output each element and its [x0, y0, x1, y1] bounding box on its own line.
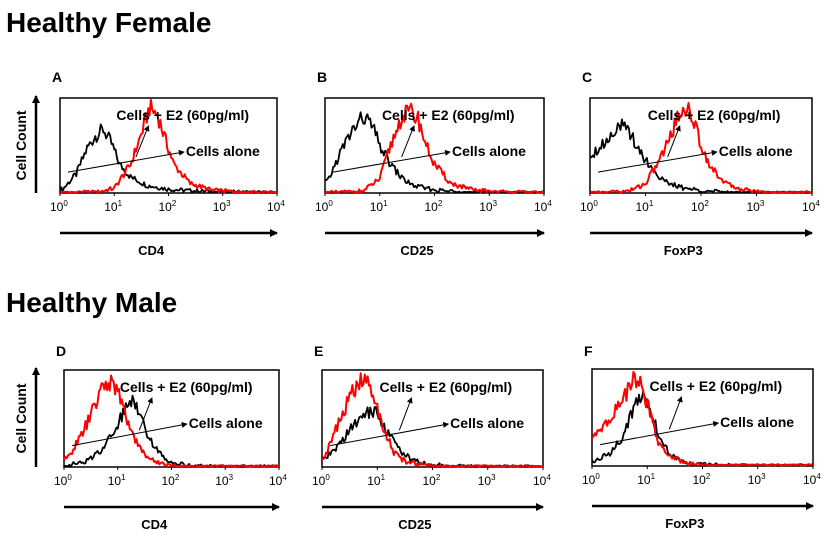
annotation-cells-alone: Cells alone — [452, 143, 526, 159]
x-tick-label: 101 — [636, 199, 654, 214]
x-tick-label: 104 — [267, 199, 285, 214]
x-axis-label: CD4 — [138, 243, 165, 258]
panel-letter: A — [52, 69, 62, 85]
x-tick-label: 103 — [479, 199, 497, 214]
series-cells-e2-60pg-ml — [63, 374, 280, 468]
series-cells-e2-60pg-ml — [591, 370, 814, 467]
annotation-cells-alone: Cells alone — [450, 415, 524, 431]
x-tick-label: 104 — [803, 472, 821, 487]
y-axis-label: Cell Count — [13, 383, 29, 453]
x-tick-label: 104 — [269, 473, 287, 488]
annotation-e2: Cells + E2 (60pg/ml) — [649, 378, 782, 394]
annotation-arrow — [597, 149, 718, 173]
x-tick-label: 103 — [213, 199, 231, 214]
plot-frame — [63, 369, 280, 468]
panel-letter: D — [56, 343, 66, 359]
annotation-arrow — [71, 421, 188, 447]
x-axis-label: CD4 — [141, 517, 168, 532]
annotation-arrow — [398, 397, 413, 431]
x-tick-label: 100 — [50, 199, 68, 214]
section-title-female: Healthy Female — [6, 7, 211, 38]
x-tick-label: 104 — [534, 199, 552, 214]
x-axis-label: FoxP3 — [664, 243, 703, 258]
x-tick-label: 103 — [747, 199, 765, 214]
x-tick-label: 102 — [691, 199, 709, 214]
x-tick-label: 104 — [533, 473, 551, 488]
annotation-cells-alone: Cells alone — [719, 143, 793, 159]
x-axis-label: CD25 — [398, 517, 431, 532]
plot-frame — [589, 97, 813, 194]
annotation-cells-alone: Cells alone — [720, 414, 794, 430]
panel-d: D 100 101 102 103 104 CD4 Cell Count Cells + E2 … — [13, 343, 287, 532]
annotation-arrow — [138, 397, 153, 431]
x-tick-label: 104 — [802, 199, 820, 214]
x-tick-label: 100 — [582, 472, 600, 487]
annotation-arrow — [668, 396, 683, 430]
x-tick-label: 100 — [315, 199, 333, 214]
x-axis-label: CD25 — [400, 243, 433, 258]
section-title-male: Healthy Male — [6, 287, 177, 318]
x-tick-label: 102 — [425, 199, 443, 214]
plot-frame — [59, 97, 278, 194]
x-tick-label: 100 — [54, 473, 72, 488]
annotation-e2: Cells + E2 (60pg/ml) — [116, 107, 249, 123]
y-axis-label: Cell Count — [13, 110, 29, 180]
annotation-e2: Cells + E2 (60pg/ml) — [382, 107, 515, 123]
x-tick-label: 103 — [215, 473, 233, 488]
x-tick-label: 102 — [162, 473, 180, 488]
x-tick-label: 103 — [748, 472, 766, 487]
annotation-arrow — [667, 125, 681, 158]
series-cells-e2-60pg-ml — [589, 102, 813, 194]
annotation-arrow — [135, 125, 150, 158]
x-tick-label: 102 — [423, 473, 441, 488]
panel-a: A 100 101 102 103 104 CD4 Cell Count Cells + E2 … — [13, 69, 285, 258]
series-cells-e2-60pg-ml — [322, 372, 544, 468]
panel-letter: F — [584, 343, 593, 359]
x-tick-label: 101 — [104, 199, 122, 214]
annotation-cells-alone: Cells alone — [186, 143, 260, 159]
panel-f: F 100 101 102 103 104 FoxP3 Cells + E2 (60pg/ml… — [582, 343, 821, 531]
panel-b: B 100 101 102 103 104 CD25 Cells + E2 (60pg/ml)… — [315, 69, 552, 258]
panel-letter: E — [314, 343, 323, 359]
annotation-e2: Cells + E2 (60pg/ml) — [120, 379, 253, 395]
x-tick-label: 102 — [693, 472, 711, 487]
annotation-arrow — [599, 420, 720, 446]
annotation-e2: Cells + E2 (60pg/ml) — [379, 379, 512, 395]
annotation-arrow — [67, 149, 185, 173]
x-tick-label: 101 — [108, 473, 126, 488]
panel-letter: C — [582, 69, 592, 85]
series-cells-e2-60pg-ml — [60, 98, 278, 194]
x-tick-label: 101 — [370, 199, 388, 214]
panel-c: C 100 101 102 103 104 FoxP3 Cells + E2 (60pg/ml… — [580, 69, 820, 258]
annotation-e2: Cells + E2 (60pg/ml) — [648, 107, 781, 123]
annotation-arrow — [401, 125, 415, 158]
x-tick-label: 103 — [478, 473, 496, 488]
annotation-cells-alone: Cells alone — [189, 415, 263, 431]
x-tick-label: 101 — [637, 472, 655, 487]
x-axis-label: FoxP3 — [665, 516, 704, 531]
panel-letter: B — [317, 69, 327, 85]
x-tick-label: 101 — [367, 473, 385, 488]
annotation-arrow — [332, 149, 452, 173]
x-tick-label: 102 — [159, 199, 177, 214]
series-cells-e2-60pg-ml — [324, 102, 545, 194]
annotation-arrow — [329, 421, 450, 447]
x-tick-label: 100 — [312, 473, 330, 488]
panel-e: E 100 101 102 103 104 CD25 Cells + E2 (60pg/ml)… — [312, 343, 551, 532]
x-tick-label: 100 — [580, 199, 598, 214]
